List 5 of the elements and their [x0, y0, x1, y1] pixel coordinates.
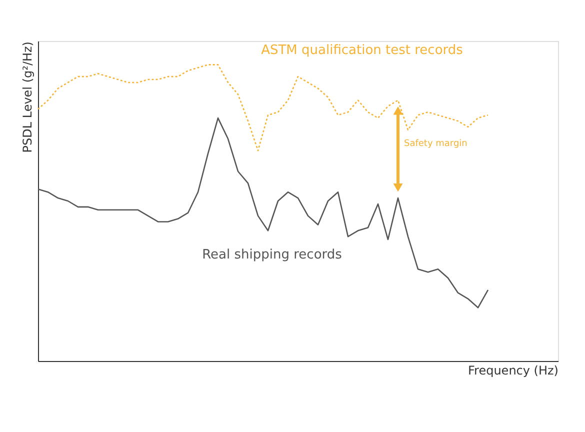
x-axis-title: Frequency (Hz) [468, 364, 558, 378]
series-label: Real shipping records [202, 247, 342, 262]
text: ASTM qualification test records [261, 42, 464, 58]
annotation: Safety margin [404, 139, 468, 150]
y-axis-title: PSDL Level (g²/Hz) [20, 42, 34, 153]
